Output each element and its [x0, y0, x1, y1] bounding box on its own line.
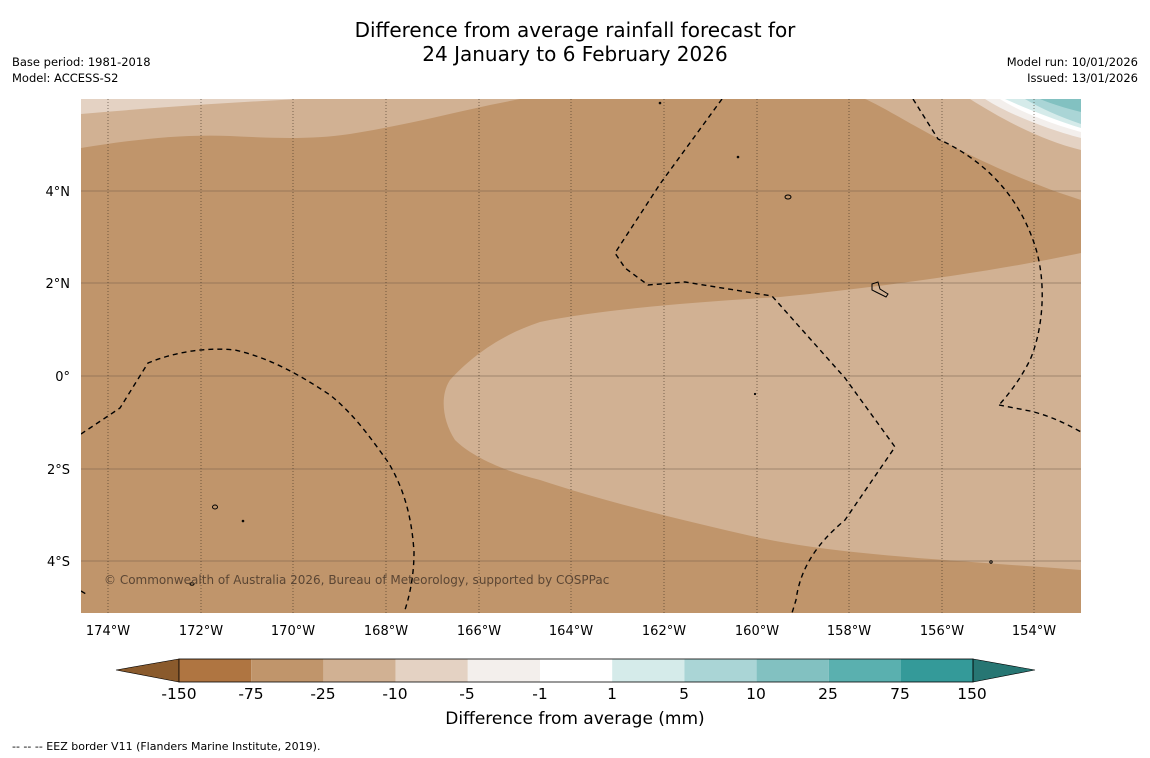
colorbar-segment — [540, 659, 613, 682]
info-right: Model run: 10/01/2026 Issued: 13/01/2026 — [1007, 54, 1138, 86]
eez-border-southeast — [998, 404, 1081, 433]
lon-label: 174°W — [86, 624, 130, 639]
island — [658, 101, 662, 105]
lon-label: 164°W — [549, 624, 593, 639]
colorbar-tick: 25 — [818, 685, 838, 703]
lat-label: 0° — [55, 370, 70, 385]
rainfall-map-area: © Commonwealth of Australia 2026, Bureau… — [81, 99, 1081, 613]
shade-m10-m5-northwest — [81, 99, 300, 114]
colorbar-segment — [756, 659, 829, 682]
colorbar-label: Difference from average (mm) — [445, 709, 705, 729]
island — [753, 392, 757, 396]
model-text: Model: ACCESS-S2 — [12, 71, 119, 85]
lat-label: 2°S — [47, 463, 70, 478]
colorbar-segment — [828, 659, 901, 682]
lon-label: 156°W — [920, 624, 964, 639]
colorbar-segment — [179, 659, 252, 682]
colorbar-tick: -75 — [238, 685, 263, 703]
eez-footnote: -- -- -- EEZ border V11 (Flanders Marine… — [12, 740, 321, 753]
shade-10-25-northeast — [1040, 99, 1081, 112]
base-period-text: Base period: 1981-2018 — [12, 55, 151, 69]
title-line-2: 24 January to 6 February 2026 — [422, 42, 728, 66]
island — [189, 582, 195, 586]
colorbar-tick: 5 — [679, 685, 689, 703]
lon-label: 168°W — [364, 624, 408, 639]
copyright-text: © Commonwealth of Australia 2026, Bureau… — [104, 573, 609, 587]
lon-label: 166°W — [457, 624, 501, 639]
colorbar-tick: 75 — [890, 685, 910, 703]
lat-label: 2°N — [46, 277, 71, 292]
longitude-labels: 174°W 172°W 170°W 168°W 166°W 164°W 162°… — [86, 624, 1056, 639]
info-left: Base period: 1981-2018 Model: ACCESS-S2 — [12, 54, 151, 86]
lon-label: 170°W — [271, 624, 315, 639]
colorbar-tick: 1 — [607, 685, 617, 703]
island — [212, 504, 218, 510]
model-run-text: Model run: 10/01/2026 — [1006, 55, 1138, 69]
colorbar: -150 -75 -25 -10 -5 -1 1 5 10 25 75 150 — [115, 658, 1036, 703]
latitude-gridlines — [81, 190, 1081, 562]
island — [736, 155, 740, 159]
colorbar-tick: -150 — [161, 685, 196, 703]
colorbar-tick: 150 — [957, 685, 987, 703]
lon-label: 154°W — [1012, 624, 1056, 639]
lon-label: 158°W — [827, 624, 871, 639]
colorbar-segment — [684, 659, 757, 682]
colorbar-tick: -5 — [459, 685, 474, 703]
islands — [189, 101, 993, 586]
lon-label: 172°W — [179, 624, 223, 639]
island — [784, 194, 792, 200]
colorbar-segment — [323, 659, 396, 682]
shade-m25-m10-equatorial-wedge — [443, 253, 1081, 570]
eez-border-southwest — [81, 348, 415, 613]
colorbar-extend-high — [972, 658, 1036, 683]
colorbar-tick: 10 — [746, 685, 766, 703]
island — [989, 560, 993, 564]
colorbar-tick: -25 — [310, 685, 335, 703]
eez-borders — [81, 99, 1081, 613]
shade-m25-m10-north — [81, 99, 1081, 200]
colorbar-segment — [612, 659, 685, 682]
island — [241, 519, 245, 523]
eez-border-central — [614, 99, 896, 613]
lon-label: 160°W — [735, 624, 779, 639]
colorbar-extend-low — [115, 658, 180, 683]
eez-border-far-southwest — [81, 590, 87, 595]
colorbar-tick: -1 — [532, 685, 547, 703]
lon-label: 162°W — [642, 624, 686, 639]
issued-text: Issued: 13/01/2026 — [1027, 71, 1138, 85]
island — [871, 281, 889, 298]
colorbar-tick: -10 — [382, 685, 407, 703]
map-title: Difference from average rainfall forecas… — [0, 18, 1150, 66]
lat-label: 4°S — [47, 555, 70, 570]
colorbar-segment — [395, 659, 468, 682]
latitude-labels: 4°N 2°N 0° 2°S 4°S — [46, 185, 71, 570]
title-line-1: Difference from average rainfall forecas… — [354, 18, 796, 42]
colorbar-segment — [251, 659, 324, 682]
colorbar-segment — [467, 659, 540, 682]
colorbar-segment — [901, 659, 973, 682]
lat-label: 4°N — [46, 185, 71, 200]
